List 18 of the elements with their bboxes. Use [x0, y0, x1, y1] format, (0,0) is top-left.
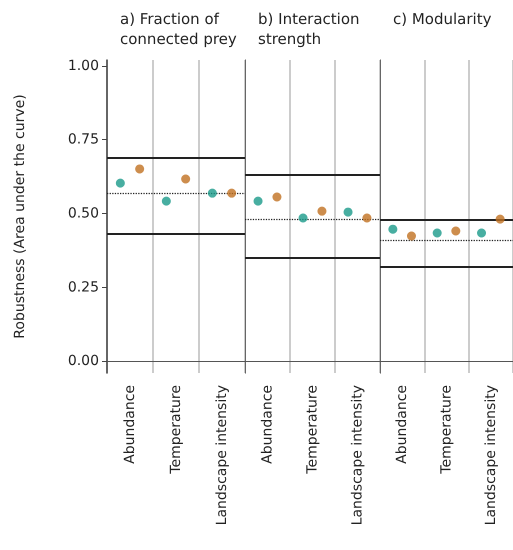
chart-title: b) Interaction strength [258, 10, 360, 48]
x-tick-label: Abundance [394, 385, 410, 464]
x-tick-label: Landscape intensity [482, 385, 499, 526]
y-tick-label: 0.25 [68, 279, 99, 296]
y-tick-label: 0.75 [68, 132, 99, 148]
x-tick-label: Abundance [260, 385, 276, 464]
y-tick-label: 1.00 [68, 58, 99, 74]
chart-title: c) Modularity [393, 10, 492, 28]
y-tick-label: 0.00 [68, 353, 99, 370]
x-tick-label: Abundance [122, 385, 138, 464]
x-tick-label: Landscape intensity [214, 385, 230, 526]
x-tick-label: Temperature [168, 385, 184, 475]
x-tick-label: Landscape intensity [350, 385, 366, 526]
x-tick-label: Temperature [438, 385, 454, 475]
y-tick-label: 0.50 [68, 206, 99, 222]
y-axis-title: Robustness (Area under the curve) [12, 94, 28, 339]
x-tick-label: Temperature [304, 385, 320, 475]
chart-title: a) Fraction of connected prey [120, 10, 237, 48]
